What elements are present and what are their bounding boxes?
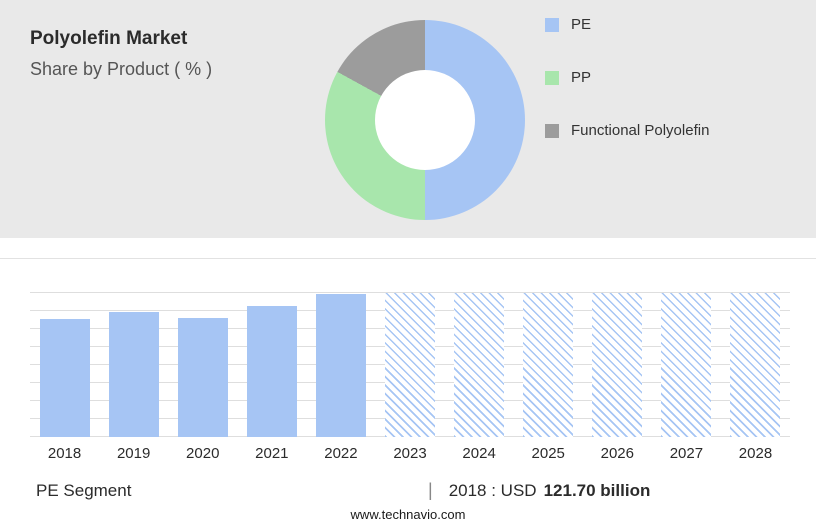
legend-swatch	[545, 70, 559, 85]
bar-column	[237, 292, 306, 437]
bar-column	[375, 292, 444, 437]
bar-column	[99, 292, 168, 437]
bar-column	[30, 292, 99, 437]
x-label-2020: 2020	[186, 445, 220, 462]
donut-hole	[375, 70, 475, 170]
bar-column	[168, 292, 237, 437]
legend-item-pp: PP	[545, 69, 709, 86]
x-label-2024: 2024	[462, 445, 496, 462]
bar-2026-forecast	[592, 293, 643, 437]
x-label-2018: 2018	[47, 445, 82, 462]
bar-2018	[39, 319, 90, 437]
legend-item-pe: PE	[545, 16, 709, 33]
legend-item-functional-polyolefin: Functional Polyolefin	[545, 122, 709, 139]
legend-swatch	[545, 123, 559, 138]
x-axis-labels: 2018 2019 2020 2021 2022 2023 2024 2025 2026 2027…	[30, 445, 790, 462]
annotation-prefix: 2018 : USD	[448, 481, 537, 500]
bar-2028-forecast	[730, 293, 781, 437]
annotation-value: 121.70 billion	[543, 481, 651, 500]
x-label-2026: 2026	[600, 445, 634, 462]
bar-column	[306, 292, 375, 437]
bar-2020	[177, 318, 228, 437]
bar-column	[652, 292, 721, 437]
bar-2027-forecast	[661, 293, 712, 437]
legend-label: PE	[571, 16, 592, 33]
website-url: www.technavio.com	[350, 507, 466, 522]
x-label-2027: 2027	[669, 445, 704, 462]
donut-chart	[325, 20, 525, 220]
bar-column	[445, 292, 514, 437]
bar-2021	[246, 305, 297, 437]
bar-2023-forecast	[385, 293, 436, 437]
separator: |	[428, 480, 433, 500]
market-share-panel: Polyolefin Market Share by Product ( % )…	[0, 0, 816, 238]
page-subtitle: Share by Product ( % )	[30, 59, 213, 79]
bar-column	[514, 292, 583, 437]
x-label-2019: 2019	[116, 445, 151, 462]
bar-column	[721, 292, 790, 437]
section-divider	[0, 258, 816, 259]
x-label-2022: 2022	[324, 445, 358, 462]
x-label-2023: 2023	[393, 445, 427, 462]
bar-column	[583, 292, 652, 437]
legend-swatch	[545, 17, 559, 32]
chart-header: Polyolefin Market Share by Product ( % )	[0, 0, 325, 238]
page-title: Polyolefin Market	[30, 28, 188, 49]
plot-area	[30, 292, 790, 437]
legend-label: PP	[571, 69, 592, 86]
x-label-2025: 2025	[531, 445, 565, 462]
bars	[30, 292, 790, 437]
segment-label: PE Segment	[36, 481, 132, 500]
x-label-2021: 2021	[255, 445, 289, 462]
bar-2019	[108, 312, 159, 437]
bar-2022	[315, 294, 366, 437]
bar-2025-forecast	[523, 293, 574, 437]
x-label-2028: 2028	[738, 445, 773, 462]
legend: PE PP Functional Polyolefin	[545, 0, 709, 238]
legend-label: Functional Polyolefin	[571, 122, 710, 139]
bar-2024-forecast	[454, 293, 505, 437]
footer: PE Segment | 2018 : USD 121.70 billion	[36, 480, 780, 501]
bar-chart: 2018 2019 2020 2021 2022 2023 2024 2025 2026 2027…	[30, 292, 790, 462]
